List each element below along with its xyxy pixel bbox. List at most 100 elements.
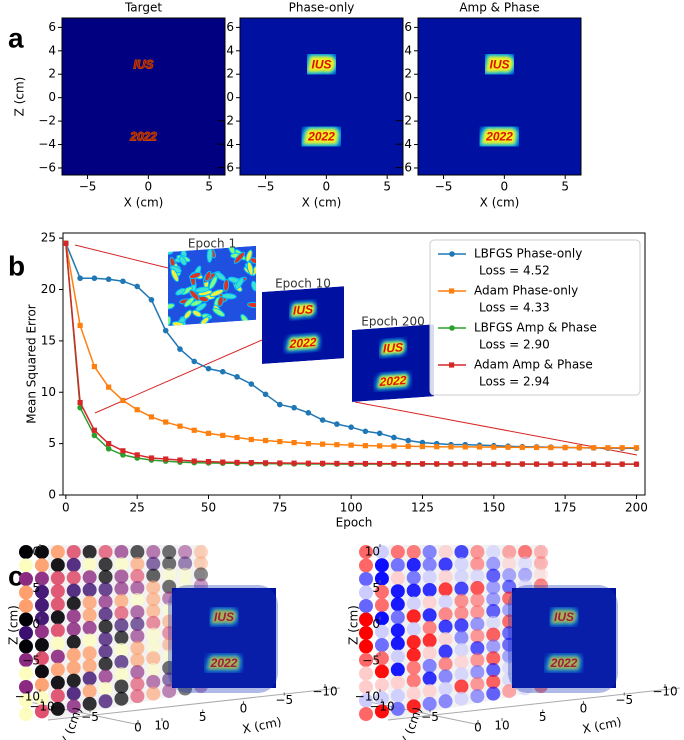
speckle [223,279,229,291]
marker [135,407,140,412]
transducer-element [407,609,421,623]
marker [591,462,596,467]
transducer-element [114,667,128,681]
transducer-element [391,558,405,572]
transducer-element [19,586,33,600]
y-axis-label: Mean Squared Error [25,304,39,424]
marker [277,460,282,465]
marker [434,444,439,449]
marker [548,461,553,466]
tick-label: 10 [494,719,509,733]
x-tick-label: 5 [561,180,569,194]
x-tick-label: 175 [554,501,577,515]
tick-label: 10 [365,545,380,559]
tick-label: −5 [22,653,40,667]
marker [363,443,368,448]
transducer-element [470,593,484,607]
transducer-element [454,631,468,645]
transducer-element [407,648,421,662]
transducer-element [454,655,468,669]
transducer-element [470,569,484,583]
x-tick-label: −5 [435,180,453,194]
image-text: IUS [133,57,153,71]
transducer-element [83,646,97,660]
marker [220,433,225,438]
transducer-element [146,687,160,701]
y-tick-label: 20 [41,282,56,296]
transducer-element [470,689,484,703]
marker [634,462,639,467]
tick-label: 10 [154,719,169,733]
marker [220,460,225,465]
transducer-element [19,599,33,613]
transducer-element [114,557,128,571]
tick-label: −10 [369,700,394,714]
marker [377,461,382,466]
transducer-element [454,545,468,559]
tick-label: −10 [312,685,337,699]
transducer-element [51,637,65,651]
tick-label: 0 [580,702,588,716]
marker [92,428,97,433]
y-tick-label: −4 [394,137,412,151]
transducer-element [439,545,453,559]
transducer-element [130,641,144,655]
transducer-element [454,594,468,608]
transducer-element [391,597,405,611]
transducer-element [83,684,97,698]
marker [320,461,325,466]
subplot-title: Amp & Phase [459,1,539,15]
image-text: IUS [383,340,403,355]
transducer-element [439,657,453,671]
transducer-element [99,669,113,683]
inset: IUSIUSIUS202220222022 [262,286,344,364]
marker [406,444,411,449]
transducer-element [35,638,49,652]
image-text: IUS [293,302,313,317]
marker [391,443,396,448]
transducer-element [439,595,453,609]
transducer-element [51,650,65,664]
marker [220,369,226,375]
transducer-element [114,606,128,620]
speckle [163,249,173,255]
y-tick-label: 2 [226,67,234,81]
transducer-element [130,545,144,559]
transducer-element [470,653,484,667]
transducer-element [454,557,468,571]
transducer-element [391,623,405,637]
transducer-element [114,594,128,608]
transducer-element [114,631,128,645]
transducer-element [454,569,468,583]
inset-label: Epoch 200 [361,315,424,329]
tick-label: 5 [539,710,547,724]
x-tick-label: 75 [272,501,287,515]
marker [463,444,468,449]
x-tick-label: 5 [205,180,213,194]
transducer-element [51,545,65,559]
transducer-element [51,584,65,598]
transducer-element [114,582,128,596]
y-tick-label: 0 [48,488,56,502]
transducer-element [470,605,484,619]
panel-label: a [8,22,24,53]
marker [192,458,197,463]
marker [63,241,68,246]
transducer-element [454,680,468,694]
transducer-element [359,586,373,600]
y-tick-label: 5 [48,436,56,450]
marker [92,275,98,281]
x-tick-label: 25 [130,501,145,515]
transducer-element [51,571,65,585]
transducer-element [454,643,468,657]
x-tick-label: 5 [383,180,391,194]
panel-label: b [8,250,25,281]
legend-marker [449,288,454,293]
x-tick-label: 50 [201,501,216,515]
marker [149,414,154,419]
marker [334,461,339,466]
marker [78,323,83,328]
transducer-element [99,645,113,659]
transducer-element [439,570,453,584]
image-text: 2022 [129,129,157,143]
